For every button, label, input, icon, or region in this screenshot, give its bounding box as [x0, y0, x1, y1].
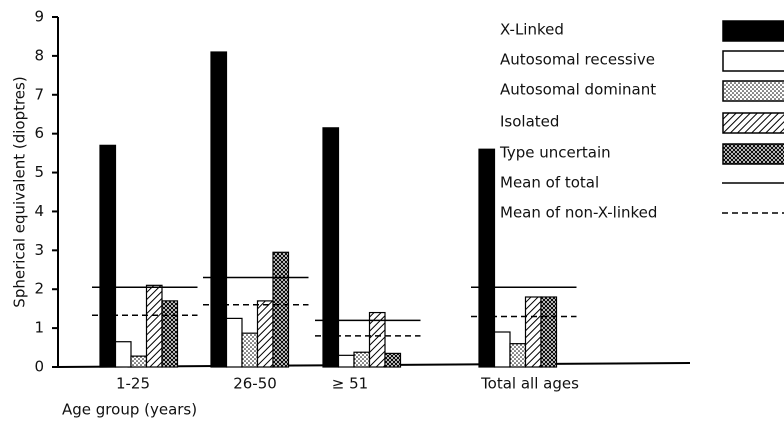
- legend-swatch: [722, 80, 784, 102]
- bar: [145, 284, 163, 368]
- bar: [272, 251, 290, 368]
- legend-label: Mean of total: [500, 174, 599, 192]
- bar: [524, 296, 542, 368]
- bar: [337, 354, 355, 368]
- bar: [210, 51, 228, 368]
- bar: [368, 311, 386, 368]
- y-tick-label: 8: [34, 46, 44, 64]
- bar: [384, 352, 402, 368]
- bar: [99, 144, 117, 368]
- y-tick-label: 7: [34, 85, 44, 103]
- bar: [130, 355, 148, 368]
- legend-label: X-Linked: [500, 21, 564, 39]
- bar: [509, 343, 527, 368]
- y-axis-label: Spherical equivalent (dioptres): [11, 76, 29, 307]
- x-axis-label: Age group (years): [62, 401, 197, 419]
- legend-label: Isolated: [500, 113, 559, 131]
- bar: [161, 300, 179, 368]
- bar: [256, 300, 274, 368]
- bar: [225, 317, 243, 368]
- x-tick-label: 1-25: [116, 375, 150, 393]
- bar: [241, 332, 259, 368]
- bar: [478, 148, 496, 368]
- legend-label: Type uncertain: [499, 144, 611, 162]
- legend-swatch: [722, 20, 784, 42]
- y-tick-label: 3: [34, 241, 44, 259]
- legend-swatch: [722, 143, 784, 165]
- x-tick-label: 26-50: [233, 375, 277, 393]
- bar: [322, 127, 340, 368]
- legend-label: Mean of non-X-linked: [500, 204, 657, 222]
- y-tick-label: 9: [34, 8, 44, 26]
- legend-swatch: [722, 50, 784, 72]
- y-tick-label: 0: [34, 358, 44, 376]
- bar: [353, 351, 371, 368]
- legend-label: Autosomal recessive: [500, 51, 655, 69]
- y-tick-label: 6: [34, 124, 44, 142]
- bar: [540, 296, 558, 368]
- y-tick-label: 5: [34, 163, 44, 181]
- y-tick-label: 1: [34, 319, 44, 337]
- bar: [114, 341, 132, 368]
- bar: [493, 331, 511, 368]
- y-tick-label: 4: [34, 202, 44, 220]
- legend-label: Autosomal dominant: [500, 81, 656, 99]
- y-tick-label: 2: [34, 280, 44, 298]
- x-tick-label: Total all ages: [480, 375, 579, 393]
- x-tick-label: ≥ 51: [332, 375, 368, 393]
- legend-swatch: [722, 112, 784, 134]
